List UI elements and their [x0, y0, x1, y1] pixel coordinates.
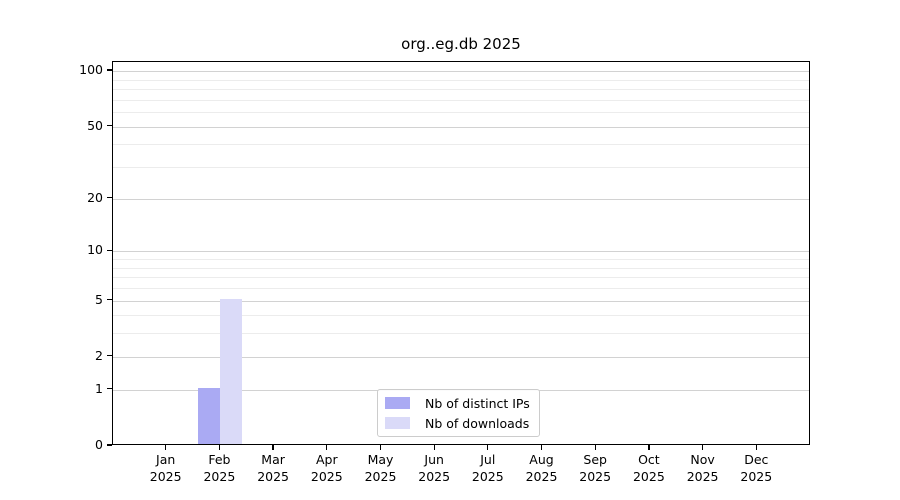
x-tick-label-line: May: [367, 452, 394, 467]
gridline-minor: [113, 333, 809, 335]
x-tick-label-line: Oct: [638, 452, 660, 467]
x-tick-label: Jun 2025: [402, 452, 466, 485]
y-tick-label: 5: [95, 291, 103, 307]
y-tick-label: 50: [87, 117, 103, 133]
x-tick-label-line: Mar: [261, 452, 285, 467]
x-tick-label-line: 2025: [149, 468, 182, 484]
y-tick-label: 10: [87, 242, 103, 258]
x-tick-label-line: 2025: [203, 468, 236, 484]
x-tick-label-line: 2025: [310, 468, 343, 484]
x-tick-mark: [379, 445, 382, 450]
legend: Nb of distinct IPs Nb of downloads: [377, 389, 540, 437]
gridline-major: [113, 126, 809, 128]
x-tick-label: Sep 2025: [563, 452, 627, 485]
y-tick-mark: [107, 355, 112, 357]
x-tick-label-line: 2025: [418, 468, 451, 484]
legend-item-distinct-ips: Nb of distinct IPs: [385, 395, 530, 411]
x-tick-mark: [701, 445, 704, 450]
plot-area: Nb of distinct IPs Nb of downloads: [112, 61, 810, 445]
x-tick-label-line: Aug: [529, 452, 554, 467]
gridline-minor: [113, 315, 809, 317]
y-tick-label: 2: [95, 347, 103, 363]
y-tick-mark: [107, 249, 112, 251]
x-tick-mark: [594, 445, 596, 450]
gridline-minor: [113, 267, 809, 269]
x-tick-label-line: 2025: [257, 468, 289, 484]
y-tick-label: 0: [95, 437, 103, 452]
legend-label-distinct-ips: Nb of distinct IPs: [425, 395, 530, 411]
x-tick-label: May 2025: [349, 452, 413, 485]
gridline-minor: [113, 112, 809, 114]
gridline-major: [113, 251, 809, 253]
x-tick-mark: [755, 445, 757, 450]
y-tick-mark: [107, 298, 112, 301]
y-tick-mark: [107, 124, 112, 127]
x-tick-label-line: 2025: [579, 468, 612, 484]
x-tick-mark: [272, 445, 274, 450]
legend-swatch-downloads-icon: [385, 417, 410, 429]
x-tick-label: Mar 2025: [241, 452, 305, 485]
gridline-minor: [113, 259, 809, 260]
gridline-minor: [113, 167, 809, 169]
x-tick-label: Aug 2025: [510, 452, 574, 485]
y-tick-mark: [107, 444, 112, 446]
x-tick-label-line: Jun: [424, 452, 444, 467]
x-tick-label: Jan 2025: [134, 452, 198, 485]
x-tick-label-line: 2025: [471, 468, 504, 484]
x-tick-mark: [165, 445, 167, 450]
x-tick-mark: [487, 445, 489, 450]
x-tick-mark: [433, 445, 435, 450]
gridline-major: [113, 356, 809, 358]
y-tick-label: 1: [95, 380, 103, 396]
chart-title: org..eg.db 2025: [401, 35, 521, 53]
x-tick-label: Dec 2025: [724, 452, 788, 485]
gridline-minor: [113, 287, 809, 289]
y-tick-mark: [107, 388, 112, 390]
x-tick-label-line: Jan: [156, 452, 176, 467]
x-tick-label: Oct 2025: [617, 452, 681, 485]
gridline-minor: [113, 89, 809, 90]
x-tick-label-line: 2025: [525, 468, 558, 484]
y-tick-label: 20: [87, 189, 103, 205]
gridline-minor: [113, 277, 809, 279]
x-tick-label-line: 2025: [364, 468, 397, 484]
x-tick-label: Nov 2025: [671, 452, 735, 485]
x-tick-label-line: Sep: [583, 452, 607, 467]
bar-downloads: [220, 298, 243, 444]
gridline-major: [113, 198, 809, 200]
gridline-major: [113, 71, 809, 73]
x-tick-mark: [326, 445, 328, 450]
x-tick-mark: [540, 445, 543, 450]
x-tick-label-line: Nov: [690, 452, 715, 467]
y-tick-mark: [107, 197, 112, 199]
x-tick-label: Feb 2025: [187, 452, 251, 485]
x-tick-label-line: Apr: [315, 452, 338, 467]
x-tick-label-line: 2025: [632, 468, 665, 484]
gridline-major: [113, 300, 809, 302]
x-tick-label-line: Jul: [480, 452, 496, 467]
y-tick-label: 100: [79, 62, 103, 78]
x-tick-mark: [648, 445, 650, 450]
gridline-minor: [113, 79, 809, 81]
legend-label-downloads: Nb of downloads: [425, 415, 530, 431]
x-tick-label: Jul 2025: [456, 452, 520, 485]
legend-swatch-distinct-ips-icon: [385, 397, 410, 409]
bar-distinct-ips: [198, 387, 221, 444]
x-tick-label-line: 2025: [740, 468, 773, 484]
x-tick-label-line: Dec: [744, 452, 769, 467]
x-tick-mark: [218, 445, 221, 450]
legend-item-downloads: Nb of downloads: [385, 415, 530, 431]
x-tick-label: Apr 2025: [295, 452, 359, 485]
gridline-minor: [113, 144, 809, 146]
y-tick-mark: [107, 69, 112, 71]
gridline-minor: [113, 99, 809, 101]
x-tick-label-line: 2025: [686, 468, 719, 484]
x-tick-label-line: Feb: [208, 452, 231, 467]
